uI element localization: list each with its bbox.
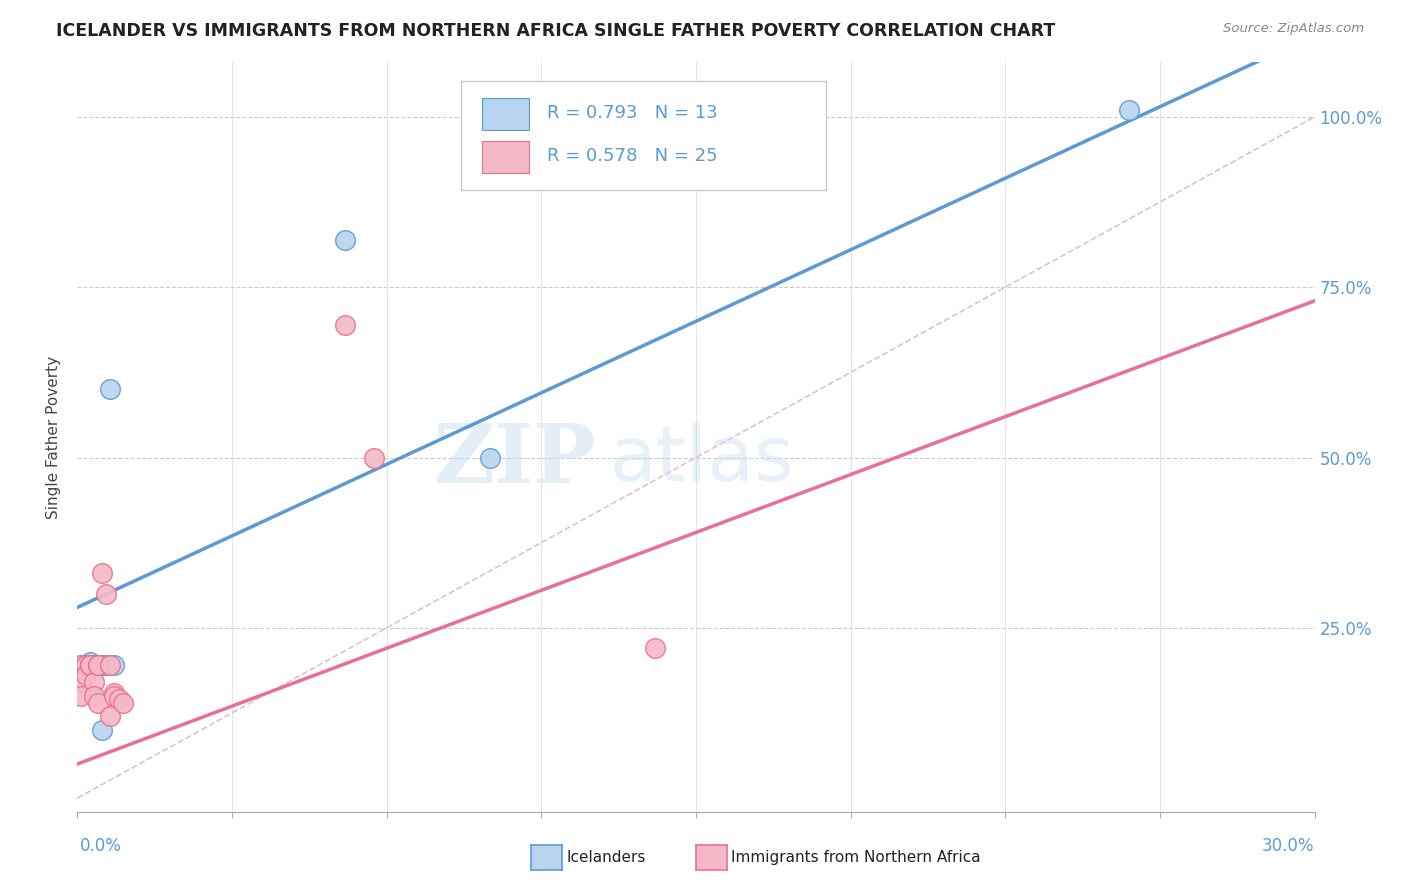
Point [103, 685, 125, 699]
Point [96, 587, 118, 601]
Point [87, 658, 110, 673]
Point [70, 658, 93, 673]
Point [91, 658, 114, 673]
Point [111, 696, 134, 710]
Point [79, 658, 101, 673]
Point [335, 318, 357, 332]
Point [83, 658, 105, 673]
Point [644, 641, 666, 656]
FancyBboxPatch shape [461, 81, 825, 190]
Point [70, 658, 93, 673]
Point [98, 658, 121, 673]
Point [103, 658, 125, 673]
Text: Immigrants from Northern Africa: Immigrants from Northern Africa [731, 850, 981, 864]
Text: R = 0.793   N = 13: R = 0.793 N = 13 [547, 104, 718, 122]
Point [75, 658, 97, 673]
Text: atlas: atlas [609, 423, 794, 497]
Point [83, 689, 105, 703]
Text: Icelanders: Icelanders [567, 850, 645, 864]
Point [107, 692, 129, 706]
Point [98, 709, 121, 723]
Point [79, 658, 101, 673]
Point [91, 566, 114, 581]
Point [75, 658, 97, 673]
Point [87, 658, 110, 673]
Bar [482, 141, 529, 172]
Point [79, 655, 101, 669]
Y-axis label: Single Father Poverty: Single Father Poverty [46, 356, 62, 518]
Text: 30.0%: 30.0% [1263, 837, 1315, 855]
Point [98, 383, 121, 397]
Point [1118, 103, 1140, 117]
Point [70, 675, 93, 690]
Point [91, 723, 114, 737]
Point [478, 450, 501, 465]
Bar [482, 98, 529, 130]
Text: R = 0.578   N = 25: R = 0.578 N = 25 [547, 147, 718, 165]
Point [75, 668, 97, 682]
Point [363, 450, 385, 465]
Text: ZIP: ZIP [434, 419, 598, 500]
Point [83, 675, 105, 690]
Point [70, 689, 93, 703]
Text: 0.0%: 0.0% [80, 837, 122, 855]
Text: Source: ZipAtlas.com: Source: ZipAtlas.com [1223, 22, 1364, 36]
Point [75, 658, 97, 673]
Point [79, 658, 101, 673]
Point [87, 658, 110, 673]
Point [103, 689, 125, 703]
Point [96, 658, 118, 673]
Point [87, 696, 110, 710]
Text: ICELANDER VS IMMIGRANTS FROM NORTHERN AFRICA SINGLE FATHER POVERTY CORRELATION C: ICELANDER VS IMMIGRANTS FROM NORTHERN AF… [56, 22, 1056, 40]
Point [335, 233, 357, 247]
